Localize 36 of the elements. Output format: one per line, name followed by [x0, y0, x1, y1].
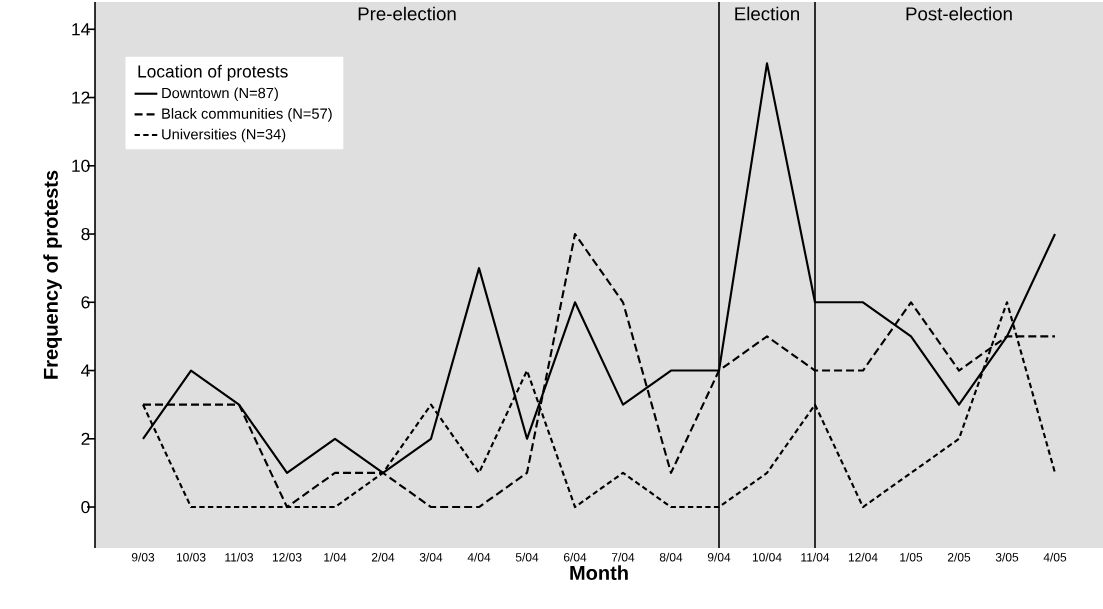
- x-tick-label: 12/04: [848, 552, 878, 562]
- x-tick-label: 4/05: [1043, 552, 1067, 562]
- x-tick-label: 6/04: [563, 552, 587, 562]
- x-tick-label: 10/03: [176, 552, 206, 562]
- x-tick-label: 7/04: [611, 552, 635, 562]
- x-tick-label: 1/04: [324, 552, 347, 562]
- y-tick-label: 0: [81, 500, 90, 514]
- x-tick-label: 1/05: [900, 552, 923, 562]
- y-tick-label: 4: [81, 364, 90, 377]
- x-tick-label: 3/05: [995, 552, 1019, 562]
- y-tick-label: 10: [72, 159, 90, 172]
- y-axis-title: Frequency of protests: [43, 170, 62, 379]
- x-tick-label: 11/03: [225, 552, 254, 562]
- x-tick-label: 9/03: [131, 552, 155, 562]
- x-tick-label: 12/03: [272, 552, 302, 562]
- x-tick-label: 2/05: [947, 552, 971, 562]
- y-tick-label: 12: [72, 91, 90, 104]
- annotation: Post-election: [906, 6, 1012, 21]
- annotation: Pre-election: [358, 6, 456, 21]
- x-tick-label: 5/04: [515, 552, 539, 562]
- x-tick-label: 4/04: [467, 552, 491, 562]
- x-tick-label: 9/04: [707, 552, 731, 562]
- legend-label: Universities (N=34): [162, 128, 286, 143]
- x-tick-label: 10/04: [752, 552, 782, 562]
- x-tick-label: 2/04: [371, 552, 395, 562]
- y-tick-label: 8: [81, 227, 90, 241]
- x-tick-label: 3/04: [419, 552, 443, 562]
- x-tick-label: 11/04: [801, 552, 830, 562]
- y-tick-label: 2: [81, 432, 90, 445]
- x-axis-title: Month: [570, 565, 628, 581]
- y-tick-label: 14: [72, 23, 90, 36]
- legend-label: Downtown (N=87): [162, 87, 278, 102]
- legend-title: Location of protests: [138, 64, 288, 82]
- x-tick-label: 8/04: [659, 552, 683, 562]
- annotation: Election: [735, 6, 799, 21]
- legend-label: Black communities (N=57): [162, 108, 332, 122]
